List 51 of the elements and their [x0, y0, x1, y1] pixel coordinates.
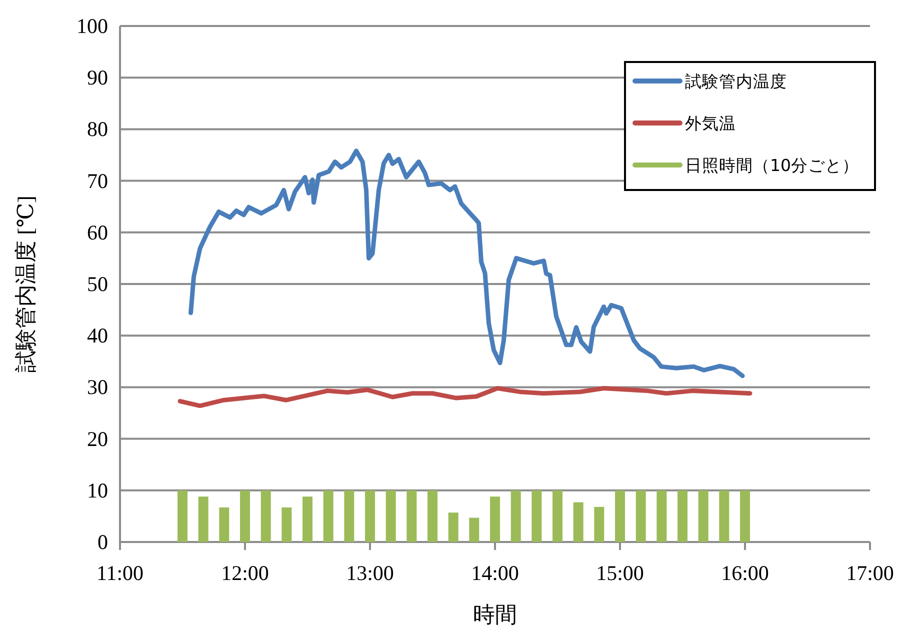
bar: [532, 490, 542, 542]
x-axis-title: 時間: [473, 602, 517, 627]
bar: [469, 518, 480, 542]
bar: [490, 496, 500, 542]
y-tick-label: 90: [87, 66, 108, 90]
bar: [428, 490, 438, 542]
legend-label: 日照時間（10分ごと）: [685, 156, 859, 175]
x-tick-label: 16:00: [721, 561, 769, 585]
bar: [178, 490, 188, 542]
bar: [552, 490, 562, 542]
x-tick-label: 14:00: [471, 561, 519, 585]
y-tick-label: 20: [87, 426, 108, 451]
y-tick-label: 30: [87, 375, 108, 400]
x-tick-label: 11:00: [96, 561, 144, 585]
y-tick-label: 70: [87, 168, 108, 193]
bar: [448, 512, 458, 542]
bar: [302, 496, 312, 542]
bar: [510, 490, 521, 542]
y-tick-label: 0: [98, 530, 108, 554]
bar: [365, 490, 375, 542]
bar: [740, 490, 750, 542]
bar: [615, 490, 625, 542]
bar: [344, 490, 354, 542]
y-tick-label: 80: [87, 117, 108, 142]
bar: [260, 490, 271, 542]
bar: [636, 490, 646, 542]
bar: [219, 507, 230, 542]
x-tick-label: 15:00: [596, 561, 644, 585]
bar: [406, 490, 417, 542]
bar: [719, 490, 730, 542]
y-axis-title: 試験管内温度 [℃]: [13, 196, 38, 372]
y-tick-label: 100: [76, 14, 108, 38]
x-tick-label: 13:00: [346, 561, 394, 585]
bar: [594, 506, 604, 542]
y-tick-label: 40: [87, 324, 108, 348]
bar: [678, 490, 688, 542]
y-tick-label: 10: [87, 478, 108, 502]
bar: [656, 490, 667, 542]
legend-label: 試験管内温度: [685, 72, 787, 91]
bar: [573, 502, 584, 542]
x-tick-label: 17:00: [846, 561, 894, 585]
bar: [240, 490, 250, 542]
bar: [698, 490, 708, 542]
x-tick-label: 12:00: [221, 561, 269, 585]
y-tick-label: 50: [87, 272, 108, 296]
legend-label: 外気温: [685, 114, 736, 133]
bar: [386, 490, 396, 542]
bar: [282, 507, 292, 542]
y-tick-label: 60: [87, 220, 108, 244]
bar: [198, 496, 208, 542]
bar: [323, 490, 334, 542]
